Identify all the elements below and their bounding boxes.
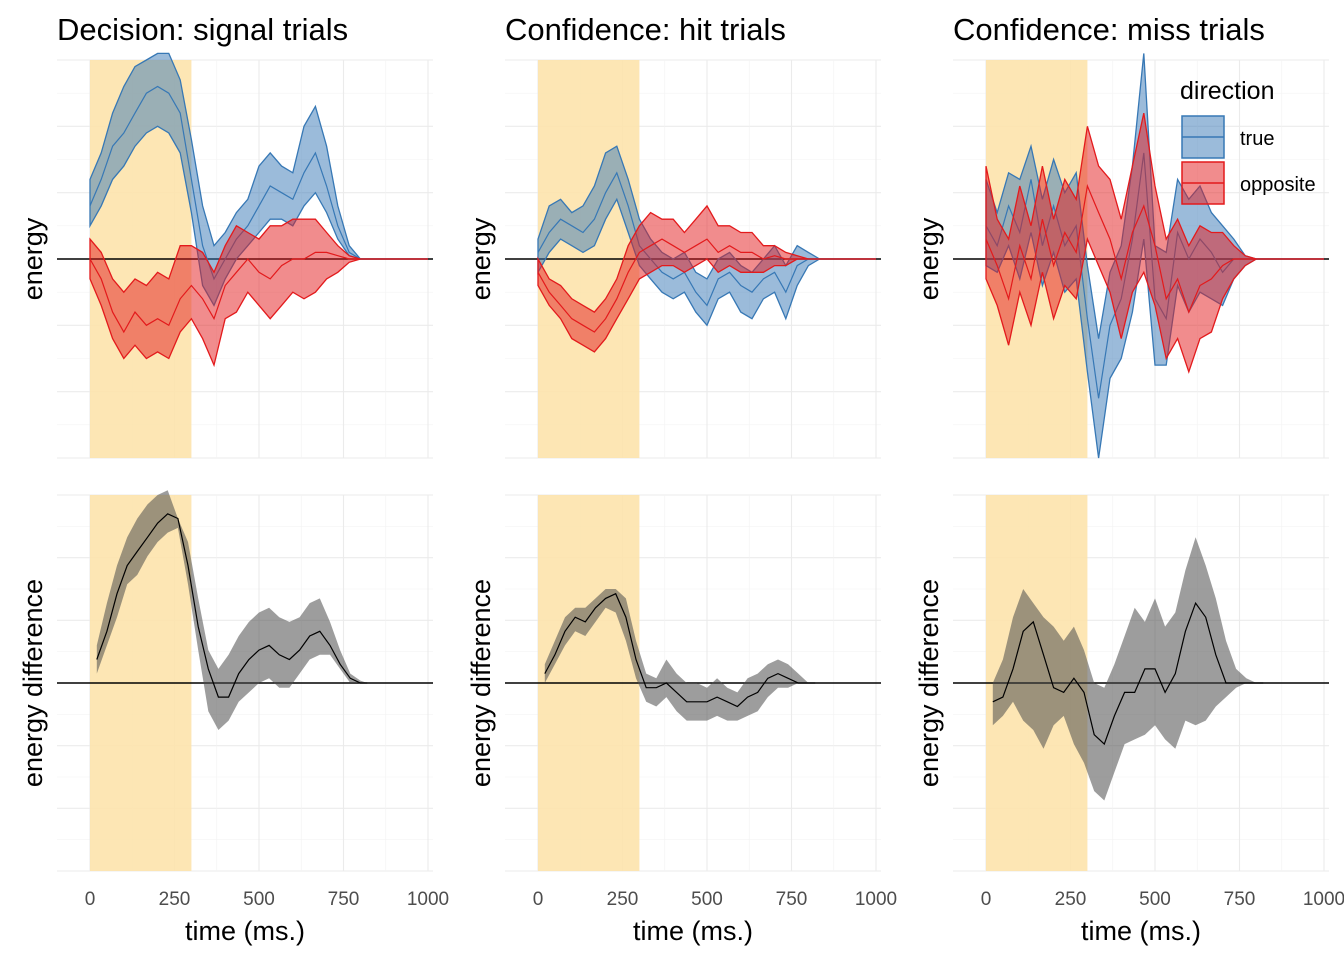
panel-1: Decision: signal trials energy: [18, 12, 433, 459]
mean-line: [96, 513, 368, 698]
panel-2: Confidence: hit trials energy: [466, 12, 881, 459]
series-difference: [992, 537, 1264, 801]
x-axis-label: time (ms.): [633, 916, 753, 946]
y-axis-label: energy difference: [466, 579, 496, 787]
panel-title: Confidence: hit trials: [505, 12, 786, 47]
panel-3: Confidence: miss trials energy: [914, 12, 1329, 459]
x-axis-label: time (ms.): [185, 916, 305, 946]
x-tick-label: 1000: [855, 889, 897, 910]
mean-line: [544, 592, 816, 708]
x-tick-label: 500: [1139, 889, 1171, 910]
mean-line: [89, 251, 428, 334]
legend-label: opposite: [1240, 174, 1316, 196]
mean-line: [537, 238, 876, 333]
x-tick-label: 250: [1055, 889, 1087, 910]
legend-item-opposite: opposite: [1181, 161, 1316, 205]
panel-5: energy difference 0 250 500 750 1000 time (ms.…: [466, 494, 897, 946]
mean-line: [992, 601, 1264, 746]
series-opposite: [89, 218, 428, 368]
panel-title: Confidence: miss trials: [953, 12, 1265, 47]
x-tick-label: 500: [691, 889, 723, 910]
y-axis-label: energy: [466, 217, 496, 300]
y-axis-label: energy: [18, 217, 48, 300]
series-opposite: [985, 112, 1324, 374]
legend: direction true opposite: [1180, 77, 1316, 205]
panel-6: energy difference 0 250 500 750 1000 time (ms.…: [914, 494, 1344, 946]
confidence-band: [544, 589, 816, 721]
x-tick-label: 1000: [407, 889, 449, 910]
panel-title: Decision: signal trials: [57, 12, 348, 47]
y-axis-label: energy difference: [18, 579, 48, 787]
x-tick-label: 750: [776, 889, 808, 910]
x-tick-label: 750: [1224, 889, 1256, 910]
legend-item-true: true: [1181, 115, 1274, 159]
series-difference: [96, 490, 368, 730]
x-axis-label: time (ms.): [1081, 916, 1201, 946]
x-tick-label: 250: [159, 889, 191, 910]
x-tick-label: 0: [85, 889, 96, 910]
x-tick-label: 0: [981, 889, 992, 910]
x-tick-label: 500: [243, 889, 275, 910]
y-axis-label: energy difference: [914, 579, 944, 787]
x-tick-label: 1000: [1303, 889, 1344, 910]
panel-4: energy difference 0 250 500 750 1000 time (ms.…: [18, 490, 449, 946]
series-difference: [544, 589, 816, 721]
series-opposite: [537, 204, 876, 353]
legend-label: true: [1240, 128, 1274, 150]
legend-title: direction: [1180, 77, 1275, 105]
x-tick-label: 750: [328, 889, 360, 910]
x-tick-label: 0: [533, 889, 544, 910]
x-tick-label: 250: [607, 889, 639, 910]
mean-line: [985, 183, 1324, 314]
confidence-band: [96, 490, 368, 730]
y-axis-label: energy: [914, 217, 944, 300]
